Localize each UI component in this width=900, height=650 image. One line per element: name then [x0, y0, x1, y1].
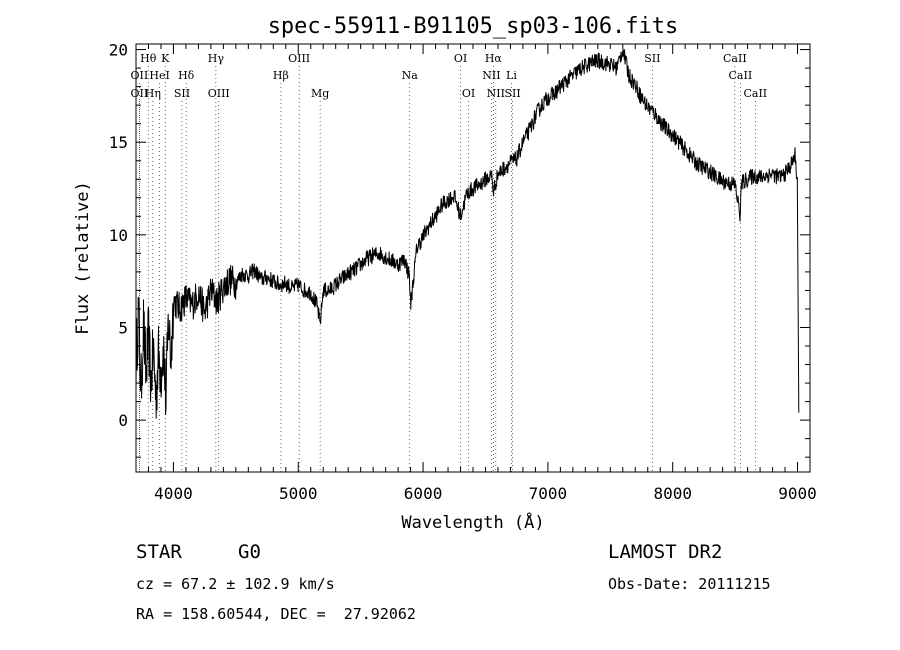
x-tick-label: 6000	[404, 484, 443, 503]
redshift-readout: cz = 67.2 ± 102.9 km/s	[136, 575, 335, 593]
spectral-line-label: SII	[174, 87, 190, 100]
spectral-line-label: OIII	[208, 87, 230, 100]
axis-tick-labels: 4000 5000 6000 7000 8000 9000 0 5 10 15 20	[109, 41, 817, 503]
y-tick-label: 10	[109, 226, 128, 245]
spectral-line-label: SII	[504, 87, 520, 100]
y-tick-label: 15	[109, 133, 128, 152]
plot-frame	[135, 43, 811, 473]
y-axis-label: Flux (relative)	[73, 181, 93, 335]
spectral-line-label: NII	[487, 87, 505, 100]
spectral-line-label: Na	[402, 69, 419, 82]
spectral-line-label: Hβ	[273, 69, 289, 82]
spectral-line-label: Hθ	[140, 52, 157, 65]
y-tick-label: 0	[118, 411, 128, 430]
spectrum-series-line	[135, 48, 800, 419]
x-tick-label: 8000	[653, 484, 692, 503]
x-tick-label: 9000	[778, 484, 817, 503]
x-tick-label: 7000	[529, 484, 568, 503]
spectral-line-label: OI	[454, 52, 467, 65]
spectral-line-label: Hη	[145, 87, 161, 100]
spectral-line-label: Hδ	[178, 69, 195, 82]
y-tick-label: 20	[109, 41, 128, 60]
object-class: STAR	[136, 541, 182, 563]
spectral-line-label: OI	[462, 87, 475, 100]
spectral-line-label: CaII	[743, 87, 767, 100]
spectral-line-label: Mg	[311, 87, 329, 100]
spectral-line-label: OIII	[288, 52, 310, 65]
spectral-line-label: OII	[131, 87, 149, 100]
spectral-line-label: Hγ	[208, 52, 225, 65]
obs-date: Obs-Date: 20111215	[608, 575, 771, 593]
coordinates-readout: RA = 158.60544, DEC = 27.92062	[136, 605, 416, 623]
survey-name: LAMOST DR2	[608, 541, 723, 563]
chart-title: spec-55911-B91105_sp03-106.fits	[268, 14, 679, 39]
spectral-line-label: SII	[644, 52, 660, 65]
spectral-line-label: K	[161, 52, 170, 65]
axis-ticks	[135, 44, 811, 472]
object-subclass: G0	[238, 541, 261, 563]
spectral-line-label: CaII	[723, 52, 747, 65]
spectral-line-label: CaII	[729, 69, 753, 82]
spectral-line-label: NII	[482, 69, 500, 82]
x-tick-label: 4000	[154, 484, 193, 503]
spectral-line-label: Hα	[485, 52, 503, 65]
x-tick-label: 5000	[279, 484, 318, 503]
spectral-line-label: HeI	[149, 69, 169, 82]
spectral-line-label: OII	[131, 69, 149, 82]
y-tick-label: 5	[118, 318, 128, 337]
spectral-line-label: Li	[506, 69, 517, 82]
x-axis-label: Wavelength (Å)	[401, 511, 544, 533]
